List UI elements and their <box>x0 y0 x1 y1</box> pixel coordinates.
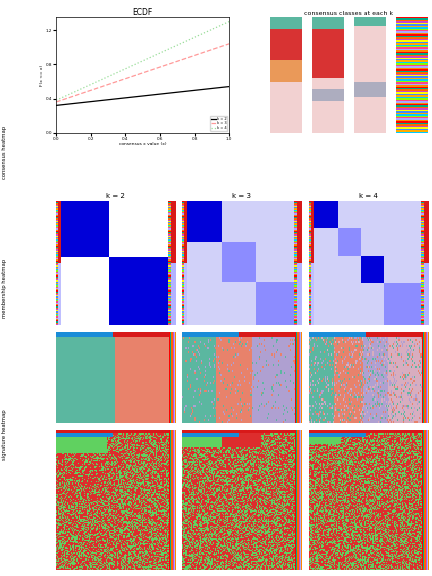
Y-axis label: F(x <= x): F(x <= x) <box>40 65 44 86</box>
X-axis label: consensus x value (x): consensus x value (x) <box>119 142 166 146</box>
Text: consensus heatmap: consensus heatmap <box>2 126 7 179</box>
Title: ECDF: ECDF <box>133 7 153 17</box>
Title: k = 2: k = 2 <box>106 193 125 199</box>
Title: k = 4: k = 4 <box>359 193 378 199</box>
Title: k = 3: k = 3 <box>232 193 251 199</box>
Title: consensus classes at each k: consensus classes at each k <box>305 10 394 16</box>
Text: membership heatmap: membership heatmap <box>2 259 7 317</box>
Legend: k = 2, k = 3, k = 4: k = 2, k = 3, k = 4 <box>210 116 227 131</box>
Text: signature heatmap: signature heatmap <box>2 410 7 460</box>
